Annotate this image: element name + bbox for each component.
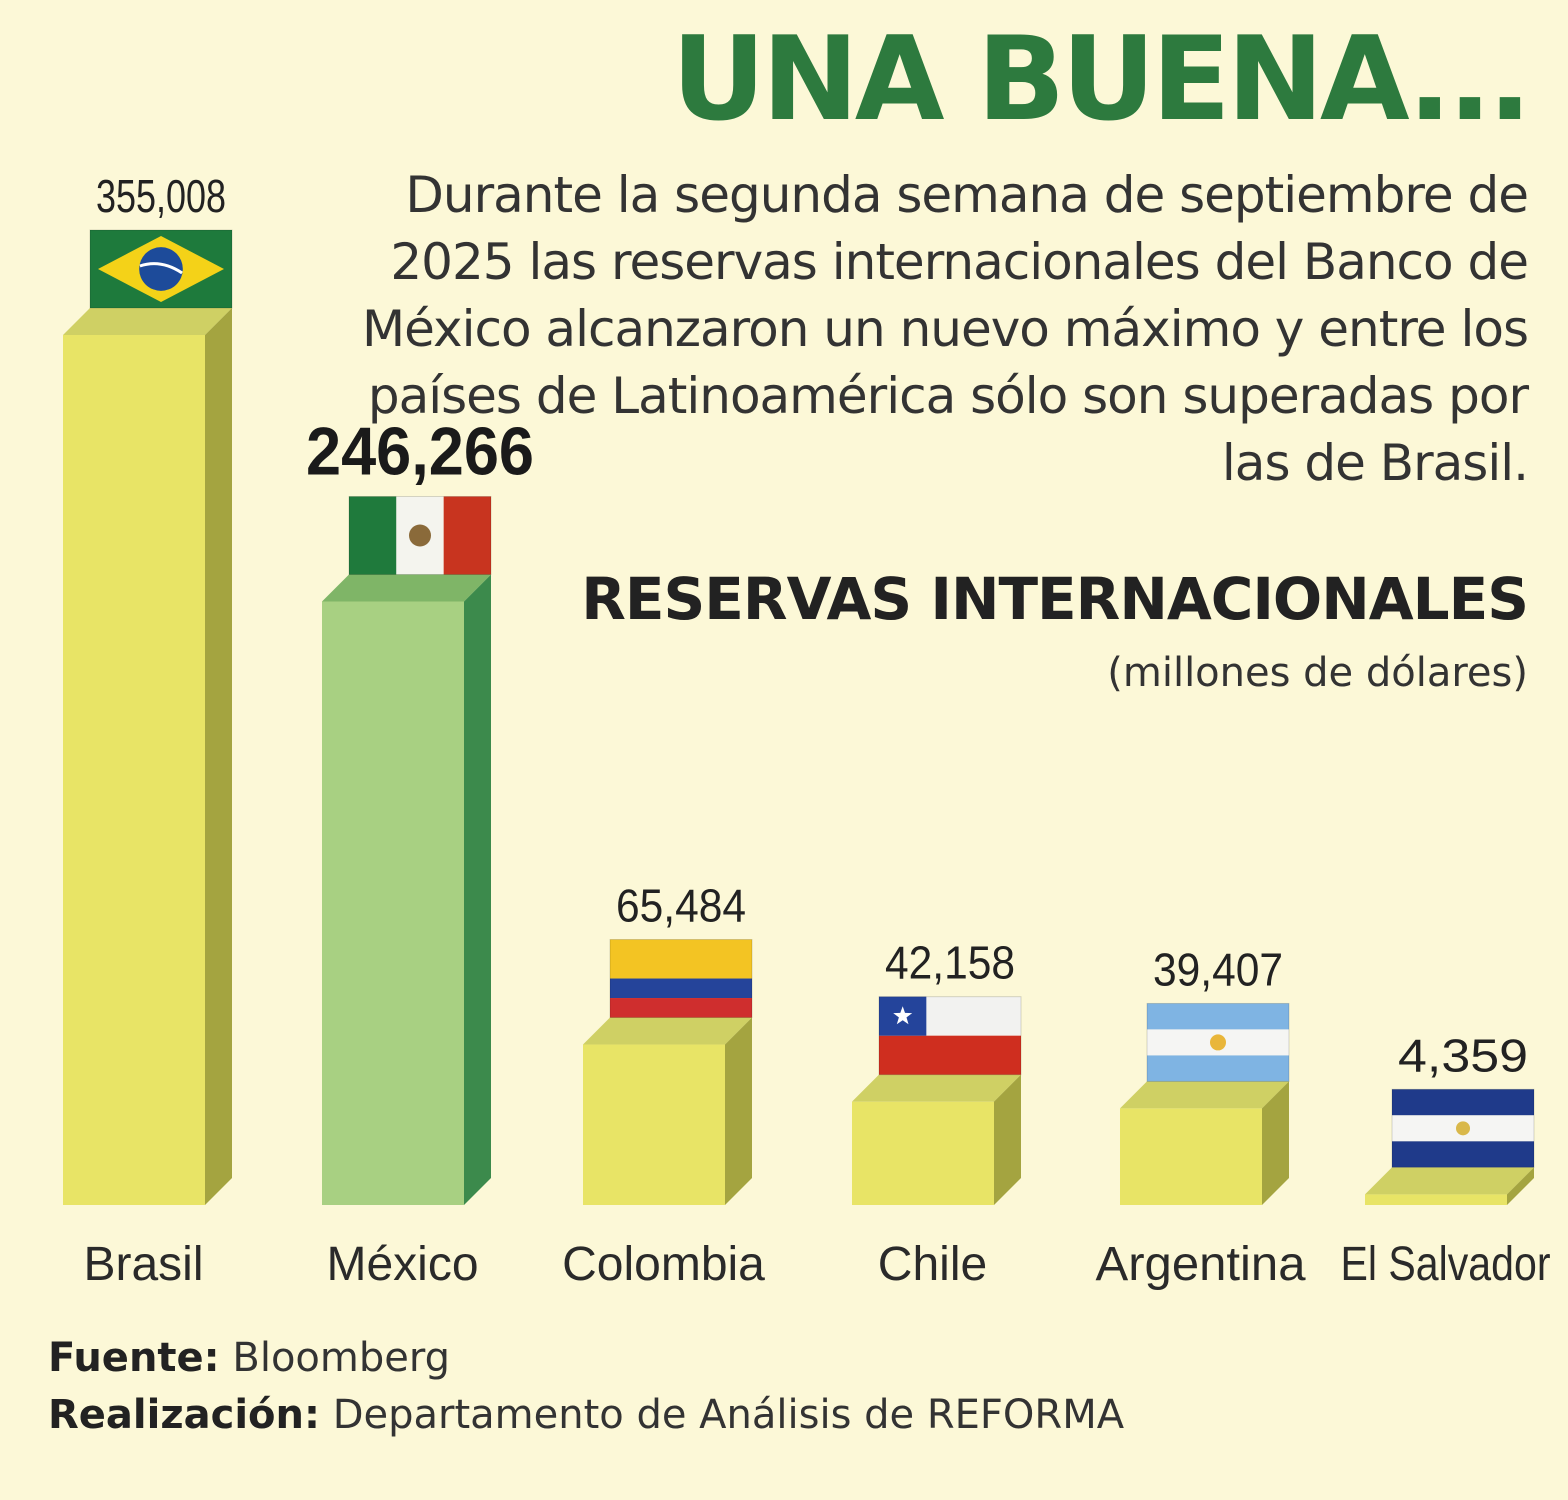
bar-side xyxy=(725,1017,752,1205)
bar-top xyxy=(583,1017,752,1045)
bar-top xyxy=(1365,1167,1534,1195)
argentina-flag-icon xyxy=(1146,1002,1290,1082)
bar-side xyxy=(205,308,232,1205)
value-label: 42,158 xyxy=(885,937,1015,989)
brazil-flag-icon xyxy=(89,229,233,309)
bar-side xyxy=(1507,1167,1534,1205)
mexico-flag-icon xyxy=(348,495,492,575)
value-label: 355,008 xyxy=(96,170,226,222)
value-label: 246,266 xyxy=(306,413,534,489)
bar-front xyxy=(1365,1194,1507,1205)
category-label: Argentina xyxy=(1096,1238,1306,1291)
bar-side xyxy=(994,1074,1021,1205)
el-salvador-flag-icon xyxy=(1391,1088,1535,1168)
bar-top xyxy=(322,574,491,602)
source-label: Fuente: xyxy=(48,1335,220,1381)
bar-argentina xyxy=(1120,1081,1289,1205)
chart-heading: RESERVAS INTERNACIONALES xyxy=(581,565,1529,633)
credit-line: Realización: Departamento de Análisis de… xyxy=(48,1392,1124,1438)
bar-side xyxy=(1262,1081,1289,1205)
category-label: Colombia xyxy=(562,1238,765,1291)
bar-colombia xyxy=(583,1017,752,1205)
chart-subtitle: Durante la segunda semana de septiembre … xyxy=(361,166,1529,492)
category-label: México xyxy=(326,1238,478,1291)
chart-units: (millones de dólares) xyxy=(1107,650,1528,696)
bar-front xyxy=(322,601,464,1205)
source-line: Fuente: Bloomberg xyxy=(48,1335,450,1381)
value-label: 39,407 xyxy=(1153,943,1283,995)
bar-front xyxy=(63,335,205,1205)
source-value: Bloomberg xyxy=(232,1335,450,1381)
bar-front xyxy=(852,1101,994,1205)
value-label: 4,359 xyxy=(1398,1029,1528,1081)
credit-value: Departamento de Análisis de REFORMA xyxy=(332,1392,1125,1438)
bar-top xyxy=(852,1074,1021,1102)
bar-méxico xyxy=(322,574,491,1205)
bar-brasil xyxy=(63,308,232,1205)
chart-title: UNA BUENA... xyxy=(671,12,1532,147)
bar-side xyxy=(464,574,491,1205)
category-label: El Salvador xyxy=(1341,1238,1551,1291)
bar-front xyxy=(1120,1108,1262,1205)
bar-chile xyxy=(852,1074,1021,1205)
bar-top xyxy=(63,308,232,335)
bar-top xyxy=(1120,1081,1289,1109)
value-label: 65,484 xyxy=(616,880,746,932)
category-label: Brasil xyxy=(83,1238,203,1291)
category-label: Chile xyxy=(878,1238,987,1291)
bar-el-salvador xyxy=(1365,1167,1534,1205)
colombia-flag-icon xyxy=(609,939,753,1019)
bar-front xyxy=(583,1044,725,1205)
credit-label: Realización: xyxy=(48,1392,320,1438)
chile-flag-icon xyxy=(878,996,1022,1076)
